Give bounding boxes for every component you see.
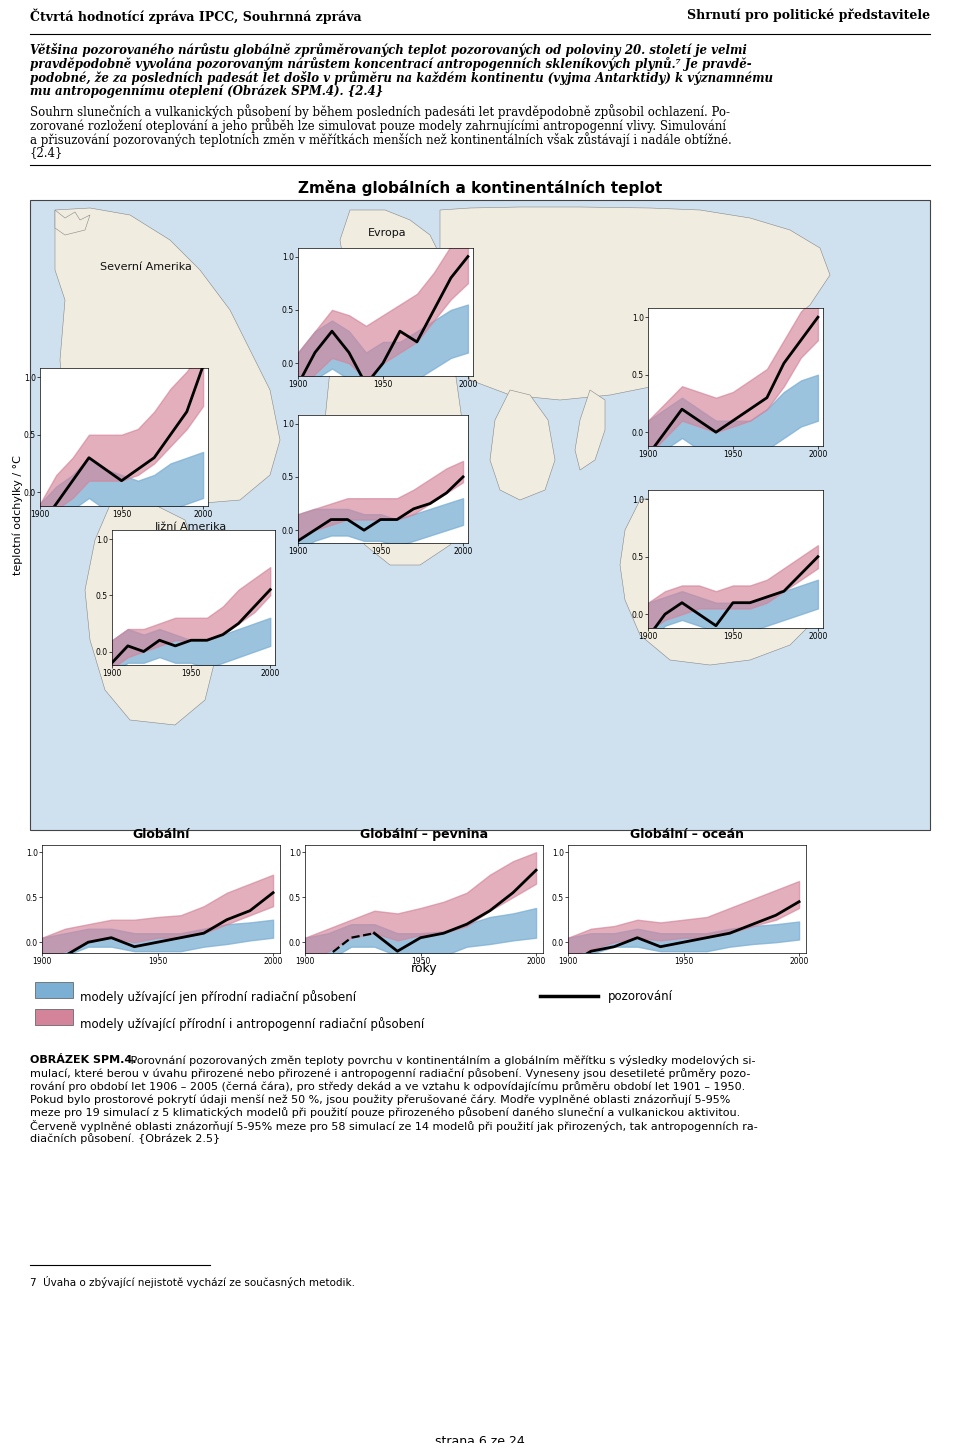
Text: Souhrn slunečních a vulkanických působení by během posledních padesáti let pravd: Souhrn slunečních a vulkanických působen… — [30, 104, 730, 118]
Text: Změna globálních a kontinentálních teplot: Změna globálních a kontinentálních teplo… — [298, 180, 662, 196]
Text: 7  Úvaha o zbývající nejistotě vychází ze současných metodik.: 7 Úvaha o zbývající nejistotě vychází ze… — [30, 1276, 355, 1289]
Text: OBRÁZEK SPM.4.: OBRÁZEK SPM.4. — [30, 1055, 136, 1065]
Text: mulací, které berou v úvahu přirozené nebo přirozené i antropogenní radiační půs: mulací, které berou v úvahu přirozené ne… — [30, 1068, 751, 1079]
Polygon shape — [440, 206, 830, 400]
Text: Asie: Asie — [745, 330, 768, 341]
Polygon shape — [55, 211, 90, 235]
Text: mu antropogennímu oteplení (Obrázek SPM.4). {2.4}: mu antropogennímu oteplení (Obrázek SPM.… — [30, 85, 383, 98]
Text: Pokud bylo prostorové pokrytí údaji menší než 50 %, jsou použity přerušované čár: Pokud bylo prostorové pokrytí údaji menš… — [30, 1094, 731, 1105]
Text: {2.4}: {2.4} — [30, 146, 63, 159]
Text: a přisuzování pozorovaných teplotních změn v měřítkách menších než kontinentální: a přisuzování pozorovaných teplotních zm… — [30, 131, 732, 147]
Polygon shape — [490, 390, 555, 501]
FancyBboxPatch shape — [35, 1009, 73, 1025]
Text: Globální – oceán: Globální – oceán — [630, 828, 744, 841]
Text: Shrnutí pro politické představitele: Shrnutí pro politické představitele — [686, 9, 930, 22]
Polygon shape — [620, 492, 820, 665]
Polygon shape — [340, 211, 440, 310]
Text: Afrika: Afrika — [374, 416, 406, 426]
Text: zorované rozložení oteplování a jeho průběh lze simulovat pouze modely zahrnujíc: zorované rozložení oteplování a jeho prů… — [30, 118, 726, 133]
Text: Severní Amerika: Severní Amerika — [100, 263, 192, 271]
Text: roky: roky — [411, 962, 438, 975]
Text: Jižní Amerika: Jižní Amerika — [155, 522, 228, 532]
Text: rování pro období let 1906 – 2005 (černá čára), pro středy dekád a ve vztahu k o: rování pro období let 1906 – 2005 (černá… — [30, 1081, 745, 1092]
Text: diačních působení. {Obrázek 2.5}: diačních působení. {Obrázek 2.5} — [30, 1133, 220, 1144]
Text: teplotní odchylky / °C: teplotní odchylky / °C — [12, 455, 23, 574]
Text: meze pro 19 simulací z 5 klimatických modelů při použití pouze přirozeného působ: meze pro 19 simulací z 5 klimatických mo… — [30, 1107, 740, 1118]
Text: pozorování: pozorování — [608, 990, 673, 1003]
Text: podobné, že za posledních padesát let došlo v průměru na každém kontinentu (vyjm: podobné, že za posledních padesát let do… — [30, 71, 773, 85]
Text: Čtvrtá hodnotící zpráva IPCC, Souhrnná zpráva: Čtvrtá hodnotící zpráva IPCC, Souhrnná z… — [30, 9, 362, 23]
Text: Globální: Globální — [132, 828, 190, 841]
Text: Porovnání pozorovaných změn teploty povrchu v kontinentálním a globálním měřítku: Porovnání pozorovaných změn teploty povr… — [127, 1055, 756, 1066]
Text: modely užívající přírodní i antropogenní radiační působení: modely užívající přírodní i antropogenní… — [80, 1017, 424, 1030]
Text: Většina pozorovaného nárůstu globálně zprůměrovaných teplot pozorovaných od polo: Většina pozorovaného nárůstu globálně zp… — [30, 43, 747, 58]
FancyBboxPatch shape — [30, 201, 930, 830]
Text: modely užívající jen přírodní radiační působení: modely užívající jen přírodní radiační p… — [80, 990, 356, 1004]
Polygon shape — [55, 208, 280, 505]
FancyBboxPatch shape — [35, 983, 73, 999]
Text: Globální – pevnina: Globální – pevnina — [360, 828, 488, 841]
Polygon shape — [575, 390, 605, 470]
Polygon shape — [325, 307, 468, 566]
Text: Evropa: Evropa — [368, 228, 406, 238]
Text: Austrálie: Austrálie — [745, 495, 795, 505]
Text: Červeně vyplněné oblasti znázorňují 5-95% meze pro 58 simulací ze 14 modelů při : Červeně vyplněné oblasti znázorňují 5-95… — [30, 1120, 757, 1131]
Polygon shape — [85, 505, 215, 724]
Text: strana 6 ze 24: strana 6 ze 24 — [435, 1434, 525, 1443]
Text: pravděpodobně vyvolána pozorovaným nárůstem koncentrací antropogenních skleníkov: pravděpodobně vyvolána pozorovaným nárůs… — [30, 58, 752, 71]
